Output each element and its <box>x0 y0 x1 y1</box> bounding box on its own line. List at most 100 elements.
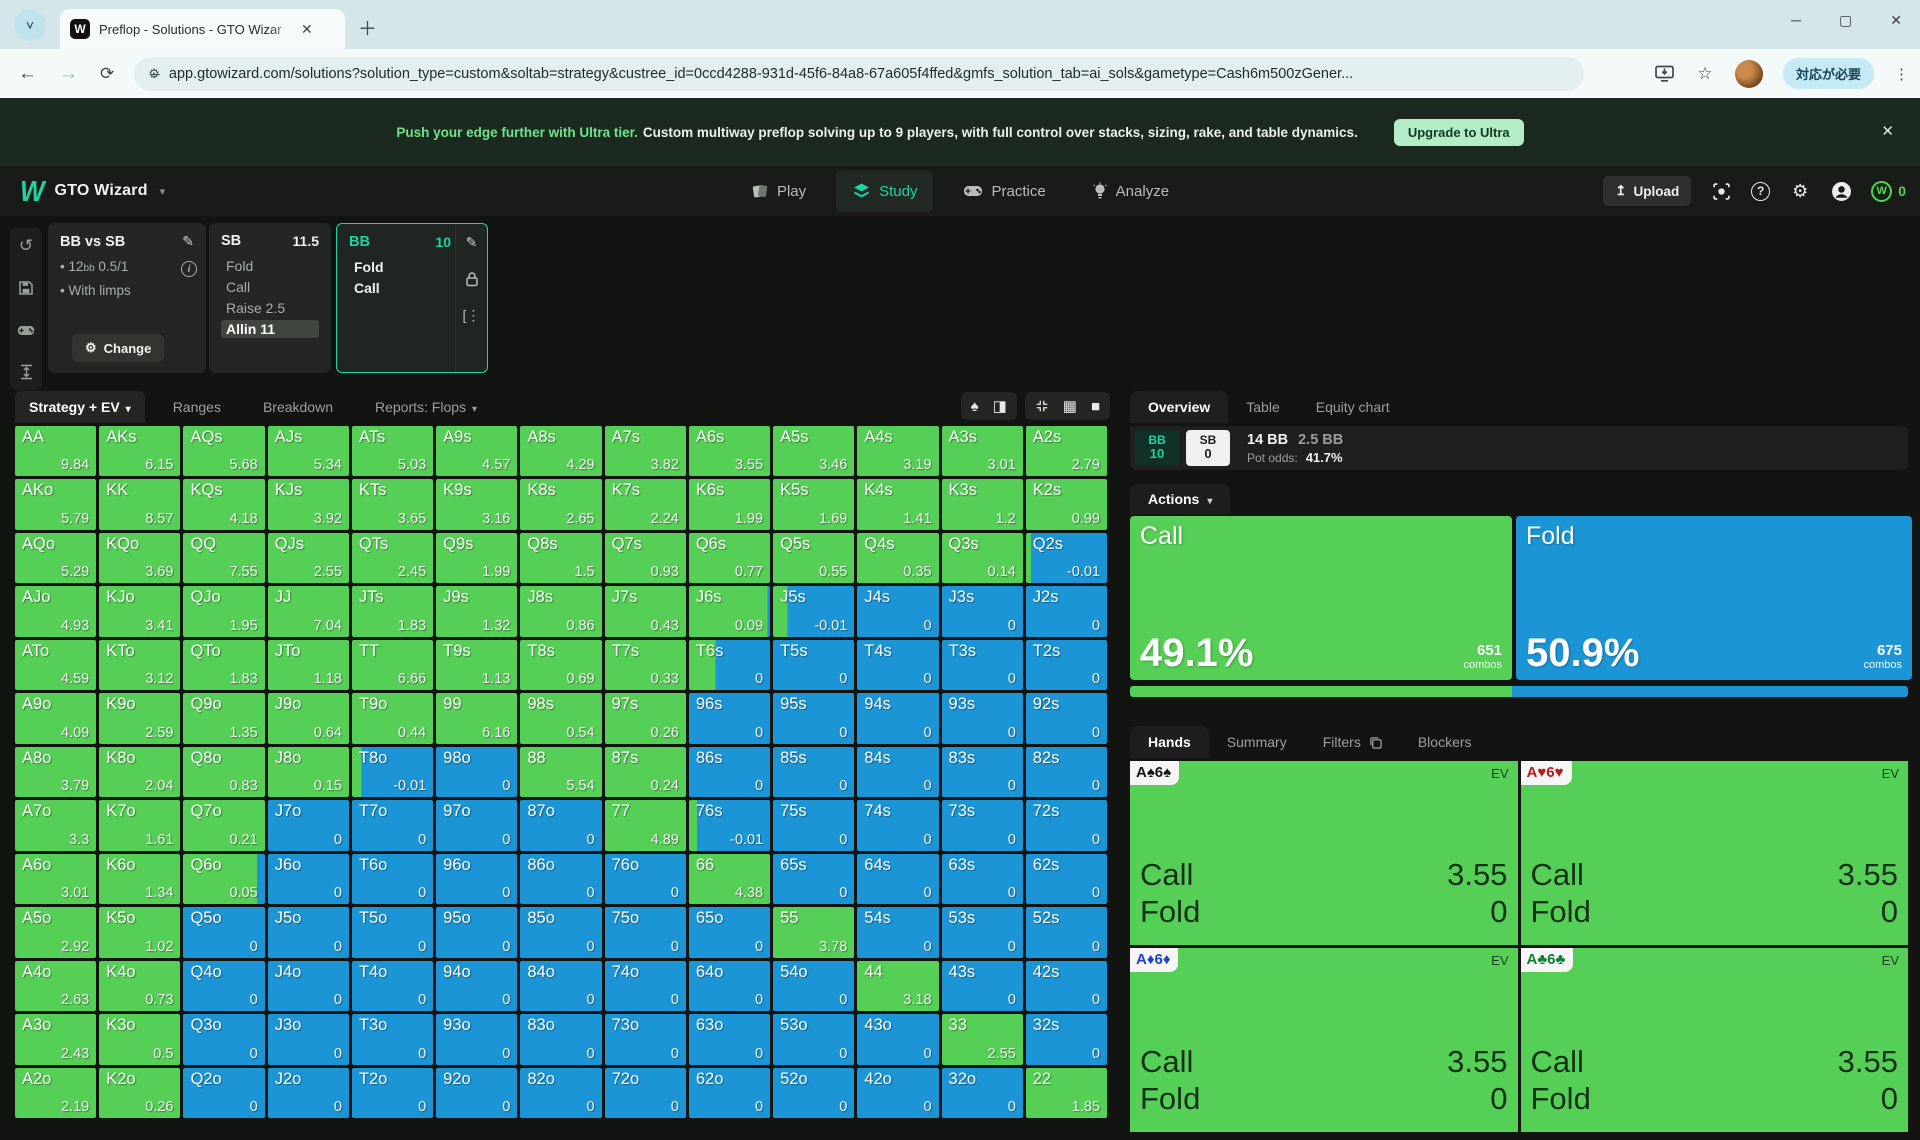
hand-cell-J7s[interactable]: J7s 0.43 <box>604 586 686 637</box>
hand-cell-A2o[interactable]: A2o 2.19 <box>15 1067 97 1118</box>
hand-cell-Q6s[interactable]: Q6s 0.77 <box>688 532 771 584</box>
hand-ev-card-0[interactable]: A♠6♠ EV Call 3.55 Fold 0 <box>1130 761 1518 945</box>
hand-cell-K5o[interactable]: K5o 1.02 <box>99 907 181 958</box>
hand-ev-card-1[interactable]: A♥6♥ EV Call 3.55 Fold 0 <box>1520 761 1908 945</box>
hand-cell-97s[interactable]: 97s 0.26 <box>604 693 686 744</box>
hand-cell-J5s[interactable]: J5s -0.01 <box>773 586 855 637</box>
hand-cell-T9o[interactable]: T9o 0.44 <box>351 693 434 744</box>
hand-cell-62o[interactable]: 62o 0 <box>688 1067 771 1118</box>
hand-cell-T8s[interactable]: T8s 0.69 <box>520 639 602 691</box>
change-sim-button[interactable]: ⚙ Change <box>72 334 165 362</box>
hand-cell-KQs[interactable]: KQs 4.18 <box>183 479 265 530</box>
hand-cell-AQs[interactable]: AQs 5.68 <box>183 426 265 477</box>
hand-cell-K6s[interactable]: K6s 1.99 <box>688 479 771 530</box>
hand-cell-53s[interactable]: 53s 0 <box>941 907 1023 958</box>
hand-cell-85s[interactable]: 85s 0 <box>773 746 855 798</box>
hand-cell-AA[interactable]: AA 9.84 <box>15 426 97 477</box>
hand-cell-AQo[interactable]: AQo 5.29 <box>15 532 97 584</box>
hand-cell-82s[interactable]: 82s 0 <box>1025 746 1107 798</box>
window-minimize-button[interactable]: ─ <box>1791 12 1802 28</box>
hand-cell-J5o[interactable]: J5o 0 <box>267 907 349 958</box>
hand-cell-Q5o[interactable]: Q5o 0 <box>183 907 265 958</box>
hand-cell-95s[interactable]: 95s 0 <box>773 693 855 744</box>
hand-cell-76s[interactable]: 76s -0.01 <box>688 800 771 851</box>
hand-cell-JTs[interactable]: JTs 1.83 <box>351 586 434 637</box>
hand-cell-84o[interactable]: 84o 0 <box>520 960 602 1012</box>
hand-cell-A4s[interactable]: A4s 3.19 <box>857 426 939 477</box>
hand-cell-QJs[interactable]: QJs 2.55 <box>267 532 349 584</box>
hand-cell-87o[interactable]: 87o 0 <box>520 800 602 851</box>
hand-cell-T7o[interactable]: T7o 0 <box>351 800 434 851</box>
fold-frequency-card[interactable]: Fold 50.9% 675 combos <box>1515 516 1912 680</box>
tab-table[interactable]: Table <box>1246 399 1280 415</box>
help-icon[interactable]: ? <box>1751 181 1771 201</box>
install-app-icon[interactable] <box>1655 64 1675 84</box>
hand-cell-QTo[interactable]: QTo 1.83 <box>183 639 265 691</box>
hand-cell-96s[interactable]: 96s 0 <box>688 693 771 744</box>
copy-filters-icon[interactable] <box>1369 736 1382 749</box>
hand-cell-74s[interactable]: 74s 0 <box>857 800 939 851</box>
hand-cell-22[interactable]: 22 1.85 <box>1025 1067 1107 1118</box>
edit-bb-pencil-icon[interactable]: ✎ <box>465 234 478 250</box>
strategy-tab-strategy-ev[interactable]: Strategy + EV ▾ <box>15 391 145 423</box>
wizard-coins[interactable]: W 0 <box>1871 180 1906 202</box>
hand-cell-95o[interactable]: 95o 0 <box>436 907 518 958</box>
hand-cell-KTo[interactable]: KTo 3.12 <box>99 639 181 691</box>
hand-cell-94o[interactable]: 94o 0 <box>436 960 518 1012</box>
hand-cell-J3s[interactable]: J3s 0 <box>941 586 1023 637</box>
site-settings-icon[interactable]: ⚙̶︎ <box>148 65 160 81</box>
hand-cell-72o[interactable]: 72o 0 <box>604 1067 686 1118</box>
hand-cell-J9s[interactable]: J9s 1.32 <box>436 586 518 637</box>
action-option-fold[interactable]: Fold <box>354 259 384 275</box>
hand-cell-AKo[interactable]: AKo 5.79 <box>15 479 97 530</box>
hand-cell-K5s[interactable]: K5s 1.69 <box>773 479 855 530</box>
hand-cell-J6o[interactable]: J6o 0 <box>267 853 349 905</box>
hand-cell-42o[interactable]: 42o 0 <box>857 1067 939 1118</box>
tab-hands[interactable]: Hands <box>1130 726 1209 758</box>
save-icon[interactable] <box>18 278 34 298</box>
hand-cell-K6o[interactable]: K6o 1.34 <box>99 853 181 905</box>
hand-cell-T3s[interactable]: T3s 0 <box>941 639 1023 691</box>
hand-cell-86s[interactable]: 86s 0 <box>688 746 771 798</box>
hand-cell-J9o[interactable]: J9o 0.64 <box>267 693 349 744</box>
nav-item-practice[interactable]: Practice <box>947 171 1061 212</box>
hand-cell-Q7s[interactable]: Q7s 0.93 <box>604 532 686 584</box>
hand-cell-KTs[interactable]: KTs 3.65 <box>351 479 434 530</box>
hand-cell-73s[interactable]: 73s 0 <box>941 800 1023 851</box>
hand-cell-93s[interactable]: 93s 0 <box>941 693 1023 744</box>
address-bar[interactable]: ⚙̶︎ app.gtowizard.com/solutions?solution… <box>134 56 1585 91</box>
hand-cell-J4o[interactable]: J4o 0 <box>267 960 349 1012</box>
hand-cell-92o[interactable]: 92o 0 <box>436 1067 518 1118</box>
hand-cell-K4o[interactable]: K4o 0.73 <box>99 960 181 1012</box>
solid-view-icon[interactable]: ■ <box>1090 397 1100 415</box>
sim-info-icon[interactable]: i <box>181 261 197 277</box>
hand-cell-62s[interactable]: 62s 0 <box>1025 853 1107 905</box>
hand-cell-44[interactable]: 44 3.18 <box>857 960 939 1012</box>
hand-cell-98o[interactable]: 98o 0 <box>436 746 518 798</box>
hand-cell-JJ[interactable]: JJ 7.04 <box>267 586 349 637</box>
hand-cell-T9s[interactable]: T9s 1.13 <box>436 639 518 691</box>
hand-cell-A6o[interactable]: A6o 3.01 <box>15 853 97 905</box>
hand-cell-Q8s[interactable]: Q8s 1.5 <box>520 532 602 584</box>
hand-cell-75s[interactable]: 75s 0 <box>773 800 855 851</box>
hand-ev-card-3[interactable]: A♣6♣ EV Call 3.55 Fold 0 <box>1520 948 1908 1132</box>
hand-cell-72s[interactable]: 72s 0 <box>1025 800 1107 851</box>
bookmark-star-icon[interactable]: ☆ <box>1697 63 1713 83</box>
hand-cell-J2o[interactable]: J2o 0 <box>267 1067 349 1118</box>
hand-cell-Q6o[interactable]: Q6o 0.05 <box>183 853 265 905</box>
window-maximize-button[interactable]: ▢ <box>1839 12 1853 28</box>
practice-gamepad-icon[interactable] <box>17 320 35 340</box>
hand-cell-K8o[interactable]: K8o 2.04 <box>99 746 181 798</box>
tab-overview[interactable]: Overview <box>1130 391 1229 423</box>
edit-sim-pencil-icon[interactable]: ✎ <box>182 233 194 249</box>
hand-cell-92s[interactable]: 92s 0 <box>1025 693 1107 744</box>
hand-cell-84s[interactable]: 84s 0 <box>857 746 939 798</box>
actions-dropdown[interactable]: Actions ▾ <box>1130 484 1231 514</box>
hand-cell-65s[interactable]: 65s 0 <box>773 853 855 905</box>
hand-cell-87s[interactable]: 87s 0.24 <box>604 746 686 798</box>
hand-cell-K3s[interactable]: K3s 1.2 <box>941 479 1023 530</box>
hand-cell-Q9o[interactable]: Q9o 1.35 <box>183 693 265 744</box>
hand-cell-85o[interactable]: 85o 0 <box>520 907 602 958</box>
account-icon[interactable] <box>1830 180 1852 202</box>
hand-cell-83o[interactable]: 83o 0 <box>520 1014 602 1065</box>
